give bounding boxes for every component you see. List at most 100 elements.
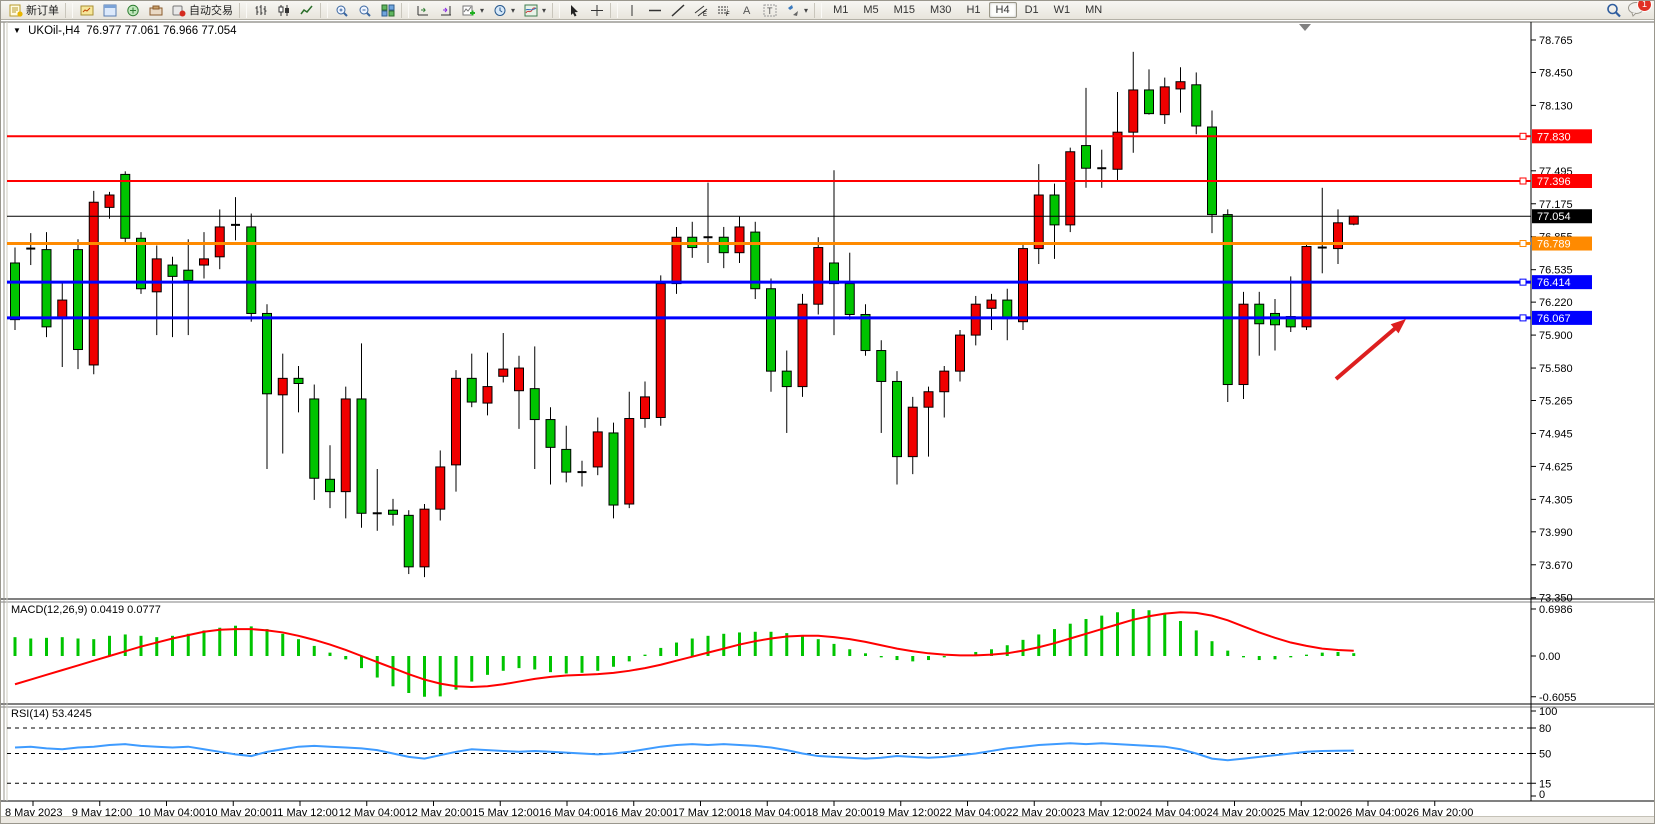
svg-text:75.900: 75.900 [1539,330,1573,342]
svg-text:76.789: 76.789 [1537,239,1571,251]
bar-chart-icon[interactable] [249,2,272,18]
data-window-icon[interactable] [98,2,121,18]
svg-text:78.450: 78.450 [1539,67,1573,79]
svg-text:77.396: 77.396 [1537,176,1571,188]
templates-button[interactable]: ▾ [519,1,550,20]
shapes-button[interactable]: ▾ [781,1,812,20]
periods-button[interactable]: ▾ [488,1,519,20]
candles [10,51,1359,578]
trendline-icon[interactable] [666,2,689,18]
autotrade-button[interactable]: 自动交易 [167,1,237,20]
templates-icon [523,3,538,17]
terminal-icon[interactable] [144,2,167,18]
timeframe-m1[interactable]: M1 [833,4,849,16]
svg-text:15: 15 [1539,778,1551,790]
channel-icon[interactable]: E [689,2,712,18]
dropdown-arrow-icon: ▾ [804,5,809,15]
status-strip [1,816,1654,823]
vertical-line-icon[interactable] [620,2,643,18]
toolbar-separator [814,2,823,18]
text-icon[interactable]: A [735,2,758,18]
svg-text:T: T [767,6,773,16]
timeframe-mn[interactable]: MN [1085,4,1103,16]
timeframe-d1[interactable]: D1 [1024,4,1039,16]
rsi-pane: 100 80 50 150 [7,706,1557,801]
dropdown-arrow-icon: ▾ [480,5,485,15]
svg-text:74.625: 74.625 [1539,461,1573,473]
indicators-icon [461,3,476,17]
tile-windows-icon[interactable] [376,2,399,18]
macd-indicator-label: MACD(12,26,9) 0.0419 0.0777 [11,604,161,616]
annotation-arrow [1334,319,1406,381]
svg-text:74.945: 74.945 [1539,428,1573,440]
toolbar-separator [320,2,328,18]
zoom-in-icon[interactable] [330,2,353,18]
svg-text:77.054: 77.054 [1537,211,1571,223]
shapes-icon [785,3,800,17]
svg-text:73.990: 73.990 [1539,527,1573,539]
macd-signal-line [14,611,1354,688]
label-icon[interactable]: T [758,2,781,18]
timeframe-m5[interactable]: M5 [863,4,879,16]
zoom-out-icon[interactable] [353,2,376,18]
autotrade-label: 自动交易 [189,5,233,17]
candlestick-chart-icon[interactable] [272,2,295,18]
chat-button[interactable]: 1 [1627,1,1652,20]
market-watch-icon[interactable] [75,2,98,18]
svg-text:A: A [743,5,751,17]
toolbar-separator [65,2,73,18]
search-icon[interactable] [1606,3,1621,17]
svg-text:0.6986: 0.6986 [1539,604,1573,616]
svg-text:0: 0 [1539,789,1545,801]
horizontal-line-icon[interactable] [643,2,666,18]
svg-text:-0.6055: -0.6055 [1539,692,1576,704]
svg-text:76.535: 76.535 [1539,265,1573,277]
timeframe-m30[interactable]: M30 [930,4,952,16]
chart-symbol-period: UKOil-,H4 [28,25,80,37]
svg-text:76.414: 76.414 [1537,277,1571,289]
line-chart-icon[interactable] [295,2,318,18]
svg-text:77.830: 77.830 [1537,131,1571,143]
main-toolbar: 新订单 自动交易 [1,1,1654,20]
svg-text:80: 80 [1539,723,1551,735]
svg-text:75.265: 75.265 [1539,395,1573,407]
svg-text:75.580: 75.580 [1539,363,1573,375]
new-order-button[interactable]: 新订单 [4,1,63,20]
timeframe-h1[interactable]: H1 [966,4,981,16]
toolbar-separator [239,2,247,18]
svg-text:76.067: 76.067 [1537,313,1571,325]
svg-text:76.220: 76.220 [1539,297,1573,309]
autotrade-icon [171,3,186,17]
svg-text:73.350: 73.350 [1539,593,1573,605]
toolbar-separator [610,2,619,18]
svg-text:F: F [726,12,730,17]
new-order-label: 新订单 [26,5,59,17]
svg-text:78.765: 78.765 [1539,35,1573,47]
fibonacci-icon[interactable]: F [712,2,735,18]
chart-shift-marker [1299,24,1311,31]
timeframe-m15[interactable]: M15 [893,4,916,16]
macd-pane: 0.6986 0.00 -0.6055 [13,604,1576,704]
cursor-icon[interactable] [562,2,585,18]
dropdown-arrow-icon: ▾ [511,5,516,15]
chart-ohlc-values: 76.977 77.061 76.966 77.054 [86,25,237,37]
indicators-button[interactable]: ▾ [457,1,488,20]
chart-shift-icon[interactable] [434,2,457,18]
periods-icon [492,3,507,17]
timeframe-h4[interactable]: H4 [988,2,1017,18]
svg-text:0.00: 0.00 [1539,651,1560,663]
new-order-icon [8,3,23,17]
toolbar-separator [401,2,409,18]
chart-title: ▼ UKOil-,H4 76.977 77.061 76.966 77.054 [13,25,237,37]
svg-text:74.305: 74.305 [1539,494,1573,506]
timeframe-w1[interactable]: W1 [1053,4,1071,16]
crosshair-icon[interactable] [585,2,608,18]
svg-text:78.130: 78.130 [1539,100,1573,112]
svg-text:100: 100 [1539,706,1557,718]
one-click-trading-arrow-icon[interactable]: ▼ [13,26,21,35]
navigator-icon[interactable] [121,2,144,18]
auto-scroll-icon[interactable] [411,2,434,18]
svg-text:50: 50 [1539,749,1551,761]
